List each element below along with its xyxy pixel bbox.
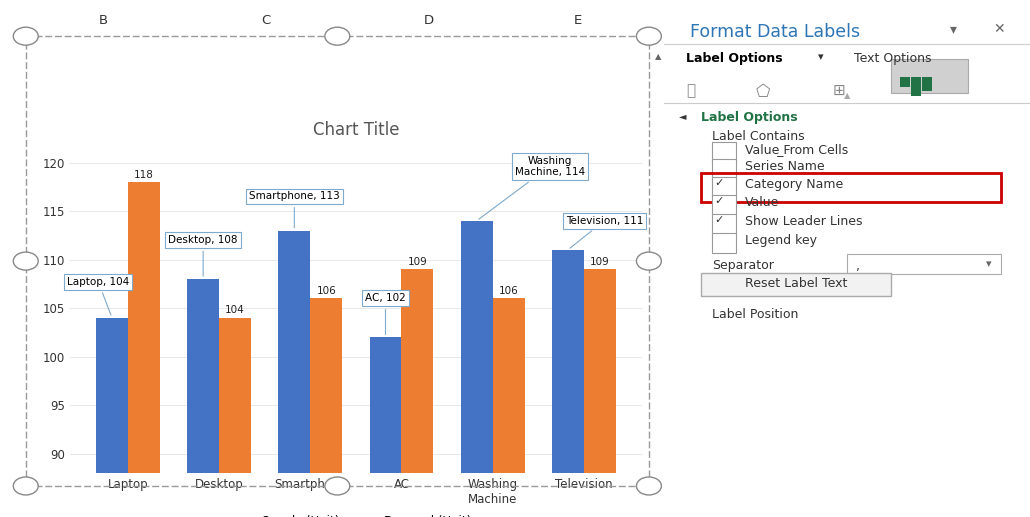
Text: Series Name: Series Name [745, 160, 824, 173]
Circle shape [637, 252, 661, 270]
Text: ◄: ◄ [679, 111, 686, 121]
Bar [922, 77, 932, 91]
Bar [402, 269, 434, 517]
Text: 109: 109 [590, 257, 610, 267]
Text: Separator: Separator [712, 258, 774, 271]
Text: E: E [574, 14, 582, 27]
Bar [584, 269, 616, 517]
Text: Label Contains: Label Contains [712, 130, 804, 143]
Text: Text Options: Text Options [855, 52, 932, 65]
Text: ⬠: ⬠ [756, 83, 770, 101]
Text: 109: 109 [408, 257, 427, 267]
Text: Television, 111: Television, 111 [565, 216, 643, 248]
Bar [187, 279, 219, 517]
Text: Show Leader Lines: Show Leader Lines [745, 215, 862, 228]
Text: Format Data Labels: Format Data Labels [690, 23, 860, 41]
Text: B: B [99, 14, 107, 27]
Text: ▾: ▾ [818, 52, 824, 62]
Text: 118: 118 [134, 170, 153, 179]
Bar [712, 233, 735, 253]
Text: 🏷: 🏷 [686, 83, 695, 98]
Text: ✓: ✓ [715, 196, 724, 206]
FancyBboxPatch shape [847, 254, 1001, 274]
Bar [912, 77, 922, 96]
Circle shape [13, 252, 38, 270]
Text: ▾: ▾ [986, 260, 992, 269]
Text: Desktop, 108: Desktop, 108 [168, 235, 238, 276]
Text: AC, 102: AC, 102 [365, 293, 406, 334]
Bar [128, 182, 160, 517]
Circle shape [324, 477, 350, 495]
Text: 104: 104 [226, 306, 245, 315]
Bar [96, 318, 128, 517]
Text: ✓: ✓ [715, 178, 724, 188]
Text: Category Name: Category Name [745, 178, 843, 191]
Text: ▲: ▲ [844, 92, 851, 100]
Bar [370, 337, 402, 517]
Text: Smartphone, 113: Smartphone, 113 [249, 191, 340, 228]
Bar [310, 298, 342, 517]
Bar [712, 195, 735, 216]
Text: D: D [423, 14, 434, 27]
Bar [219, 318, 251, 517]
Bar [712, 142, 735, 162]
Legend: Supply (Unit), Demand (Unit): Supply (Unit), Demand (Unit) [240, 515, 472, 517]
Text: ,: , [856, 260, 860, 272]
Circle shape [637, 27, 661, 45]
Text: Legend key: Legend key [745, 234, 817, 247]
Bar [460, 221, 492, 517]
Text: ▾: ▾ [950, 22, 957, 36]
Bar [492, 298, 524, 517]
Text: 106: 106 [499, 286, 518, 296]
Text: Value ̲From Cells: Value ̲From Cells [745, 143, 848, 156]
Circle shape [637, 477, 661, 495]
Bar [712, 214, 735, 235]
Circle shape [13, 27, 38, 45]
Title: Chart Title: Chart Title [313, 121, 399, 139]
Text: Addition of Two Data Labels: Addition of Two Data Labels [180, 89, 464, 107]
Text: Washing
Machine, 114: Washing Machine, 114 [479, 156, 585, 219]
Text: ⊞: ⊞ [832, 83, 846, 98]
Bar [552, 250, 584, 517]
Text: Label Position: Label Position [712, 308, 798, 321]
Circle shape [13, 477, 38, 495]
Bar [712, 177, 735, 197]
Bar [900, 77, 911, 87]
Bar [712, 159, 735, 180]
Text: 106: 106 [316, 286, 336, 296]
Circle shape [324, 27, 350, 45]
Text: Reset Label Text: Reset Label Text [745, 277, 847, 290]
Text: ✓: ✓ [715, 215, 724, 225]
Text: Label Options: Label Options [700, 111, 797, 124]
FancyBboxPatch shape [891, 59, 968, 93]
Text: Label Options: Label Options [686, 52, 783, 65]
FancyBboxPatch shape [700, 273, 891, 296]
Text: C: C [262, 14, 270, 27]
Text: ✕: ✕ [993, 22, 1005, 36]
Text: ▲: ▲ [655, 52, 661, 60]
Text: Laptop, 104: Laptop, 104 [67, 277, 130, 315]
Bar [278, 231, 310, 517]
Text: Value: Value [745, 196, 779, 209]
